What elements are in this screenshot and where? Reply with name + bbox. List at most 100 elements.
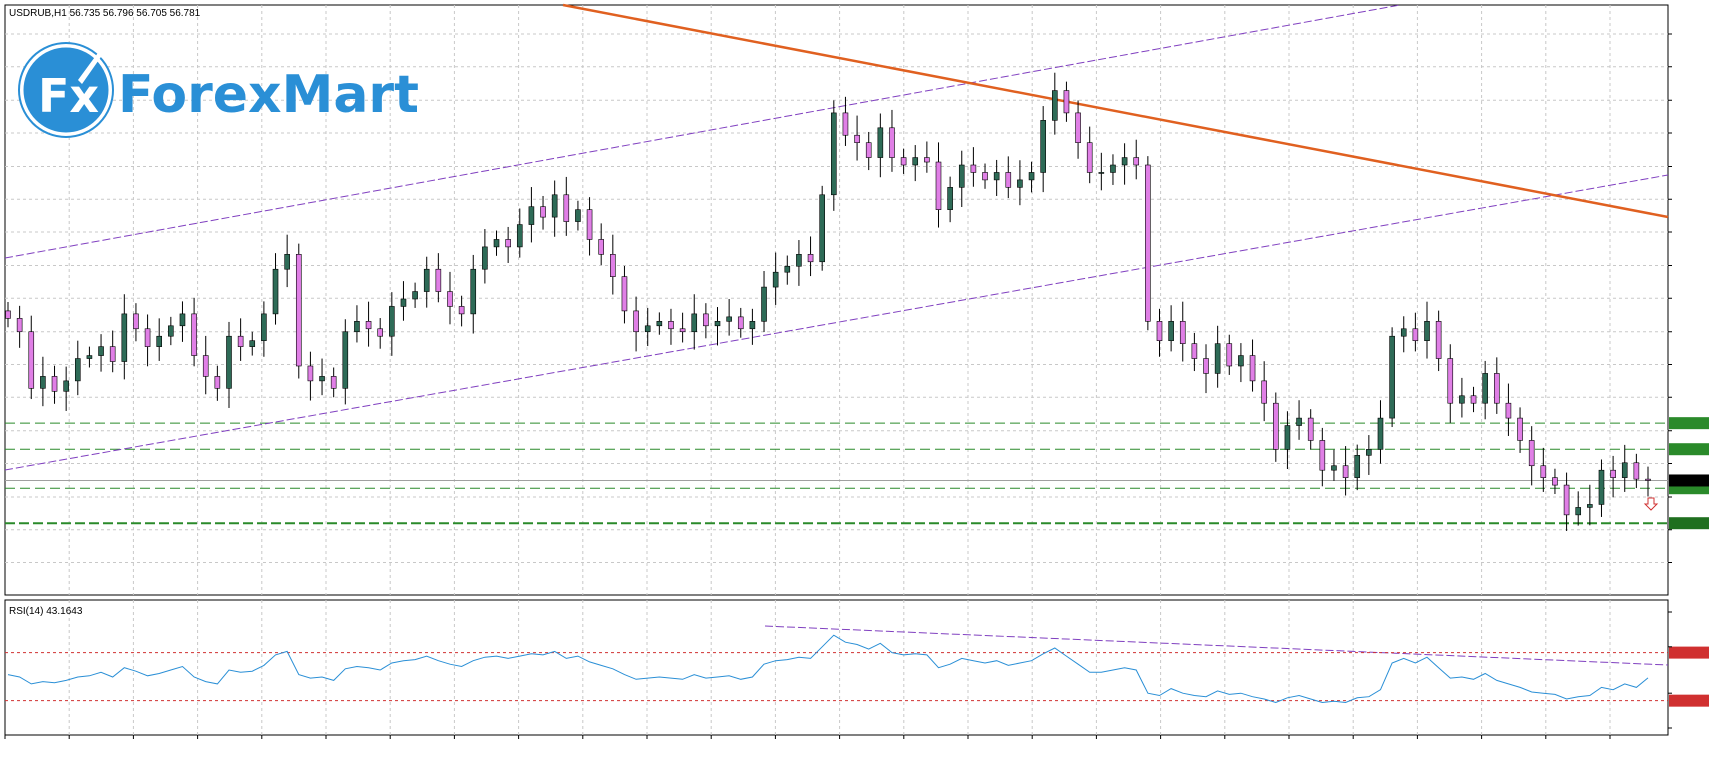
bear-candle (668, 321, 674, 330)
bear-candle (1005, 172, 1012, 188)
bull-candle (1331, 465, 1337, 471)
bull-candle (1389, 335, 1395, 419)
bear-candle (633, 310, 639, 333)
horizontal-levels (5, 417, 1709, 530)
sell-arrow-icon (1643, 497, 1659, 511)
current-price-tag (1669, 474, 1709, 487)
bull-candle (784, 265, 791, 273)
bull-candle (400, 298, 407, 307)
trend-lines (4, 3, 1669, 471)
bull-candle (423, 268, 430, 292)
bull-candle (98, 346, 104, 356)
bear-candle (435, 268, 442, 292)
bull-candle (993, 172, 1000, 181)
bull-candle (656, 321, 663, 327)
bull-candle (1284, 425, 1291, 450)
bear-candle (295, 254, 302, 367)
bull-candle (1366, 449, 1372, 456)
bear-candle (1203, 358, 1209, 374)
bear-candle (1552, 477, 1558, 486)
bull-candle (1424, 321, 1430, 341)
rsi-trend-line (764, 625, 1669, 666)
bear-candle (1528, 440, 1535, 467)
bear-candle (807, 254, 814, 263)
bear-candle (28, 331, 35, 389)
bear-candle (1156, 321, 1163, 341)
bull-candle (121, 313, 128, 362)
bear-candle (1191, 343, 1198, 359)
bull-candle (470, 268, 477, 315)
main-grid (5, 5, 1668, 595)
bull-candle (1377, 417, 1384, 450)
bear-candle (1563, 484, 1570, 516)
bear-candle (377, 328, 383, 337)
bear-candle (1261, 380, 1267, 404)
rsi-plot-frame (4, 599, 1669, 736)
bull-candle (1238, 355, 1244, 367)
bull-candle (168, 325, 174, 337)
bull-candle (726, 316, 732, 322)
bear-candle (1179, 321, 1186, 344)
bear-candle (109, 346, 116, 362)
bull-candle (772, 271, 779, 288)
bull-candle (1459, 395, 1465, 404)
bear-candle (1435, 321, 1442, 359)
bull-candle (1028, 172, 1035, 181)
bear-candle (679, 328, 686, 333)
bull-candle (1400, 328, 1407, 337)
price-axis (1668, 33, 1672, 564)
bull-candle (1017, 179, 1023, 188)
bull-candle (749, 321, 756, 330)
bull-candle (1482, 373, 1488, 404)
bull-candle (575, 209, 581, 222)
bull-candle (1354, 455, 1361, 478)
bear-candle (51, 376, 58, 392)
bear-candle (1063, 90, 1070, 114)
forexmart-logo: Fx ForexMart (18, 42, 419, 138)
bear-candle (1447, 358, 1454, 404)
bear-candle (1633, 462, 1640, 480)
bull-candle (86, 355, 93, 359)
bull-candle (249, 340, 256, 347)
bear-candle (1342, 465, 1349, 478)
bull-candle (947, 187, 953, 210)
bull-candle (1121, 157, 1128, 166)
rsi-axis (1668, 611, 1672, 729)
bull-candle (796, 254, 802, 267)
bear-candle (330, 376, 337, 389)
bear-candle (191, 313, 197, 356)
bull-candle (958, 164, 965, 188)
bear-candle (889, 127, 895, 158)
bear-candle (1470, 395, 1477, 404)
bear-candle (1133, 157, 1140, 166)
bear-candle (586, 209, 593, 240)
bull-candle (1598, 469, 1605, 505)
bull-candle (1587, 504, 1593, 508)
bull-candle (1098, 172, 1105, 174)
bear-candle (214, 376, 221, 389)
bear-candle (1075, 112, 1081, 143)
bull-candle (412, 291, 418, 300)
bull-candle (284, 254, 290, 270)
bear-candle (900, 157, 907, 166)
bear-candle (458, 306, 465, 315)
bear-candle (621, 276, 628, 312)
bull-candle (819, 194, 825, 263)
bull-candle (691, 313, 698, 333)
bear-candle (365, 321, 372, 330)
bull-candle (1575, 507, 1582, 516)
bull-candle (261, 313, 267, 341)
rsi-level-tag (1669, 646, 1709, 659)
bear-candle (1307, 417, 1314, 441)
rsi-line (7, 634, 1649, 704)
bull-candle (1052, 90, 1058, 121)
bear-candle (703, 313, 709, 327)
bear-candle (1086, 142, 1093, 173)
bull-candle (528, 206, 535, 225)
bear-candle (1412, 328, 1419, 341)
bear-candle (1610, 469, 1616, 478)
arrow-up-icon (78, 44, 110, 84)
bull-candle (877, 127, 884, 158)
bear-candle (1145, 164, 1151, 322)
